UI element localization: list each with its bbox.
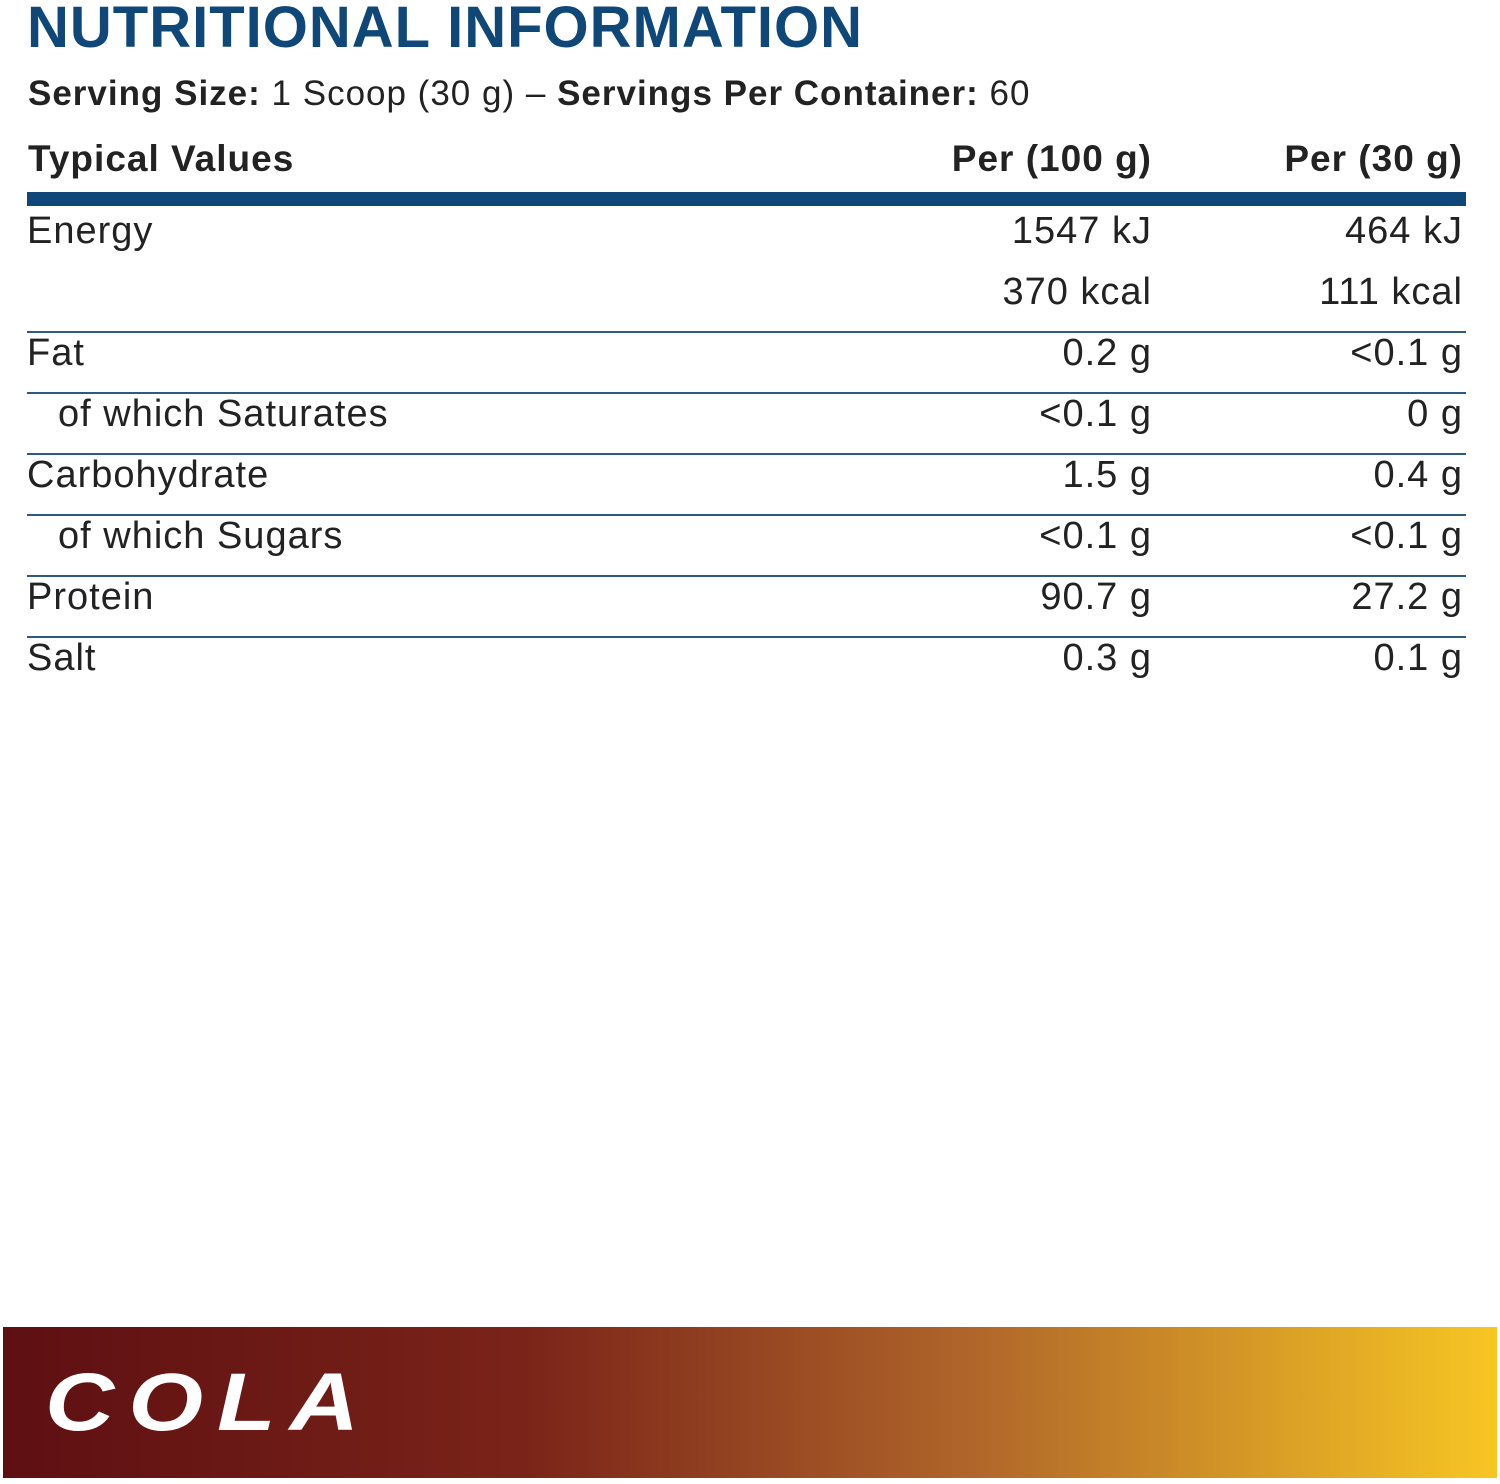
- value-per-100g: 0.2 g: [1062, 332, 1152, 374]
- column-header: Per (100 g): [951, 138, 1152, 179]
- title: NUTRITIONAL INFORMATION: [27, 0, 863, 60]
- value-per-100g: <0.1 g: [1039, 393, 1152, 435]
- value-per-serving: 27.2 g: [1351, 576, 1463, 618]
- value-per-serving: <0.1 g: [1350, 332, 1463, 374]
- value-per-serving: <0.1 g: [1350, 515, 1463, 557]
- row-divider: [27, 636, 1466, 638]
- flavor-name: COLA: [45, 1357, 373, 1449]
- nutrient-label: Salt: [27, 637, 97, 679]
- value-per-100g: 1.5 g: [1062, 454, 1152, 496]
- nutrient-label: Fat: [27, 332, 85, 374]
- serving-size-label: Serving Size:: [28, 74, 261, 113]
- row-divider: [27, 331, 1466, 333]
- value-per-serving: 0 g: [1407, 393, 1463, 435]
- value-per-serving: 111 kcal: [1319, 271, 1463, 313]
- value-per-serving: 0.4 g: [1373, 454, 1463, 496]
- row-divider: [27, 575, 1466, 577]
- row-divider: [27, 453, 1466, 455]
- value-per-serving: 0.1 g: [1373, 637, 1463, 679]
- flavor-banner: [3, 1327, 1497, 1478]
- nutrient-label: of which Sugars: [58, 515, 344, 557]
- nutrient-label: Carbohydrate: [27, 454, 270, 496]
- nutrient-label: Protein: [27, 576, 155, 618]
- serving-info: Serving Size: 1 Scoop (30 g) – Servings …: [28, 74, 1030, 114]
- row-divider: [27, 392, 1466, 394]
- value-per-100g: 1547 kJ: [1011, 210, 1152, 252]
- column-header: Typical Values: [28, 138, 295, 179]
- servings: 60: [989, 74, 1031, 113]
- column-header: Per (30 g): [1284, 138, 1463, 179]
- value-per-100g: <0.1 g: [1039, 515, 1152, 557]
- nutrient-label: Energy: [27, 210, 154, 252]
- separator: –: [525, 74, 547, 113]
- value-per-serving: 464 kJ: [1345, 210, 1463, 252]
- header-bar: [27, 192, 1466, 206]
- nutrient-label: of which Saturates: [58, 393, 389, 435]
- value-per-100g: 90.7 g: [1040, 576, 1152, 618]
- row-divider: [27, 514, 1466, 516]
- value-per-100g: 370 kcal: [1002, 271, 1152, 313]
- servings-label: Servings Per Container:: [557, 74, 979, 113]
- serving-size: 1 Scoop (30 g): [271, 74, 516, 113]
- value-per-100g: 0.3 g: [1062, 637, 1152, 679]
